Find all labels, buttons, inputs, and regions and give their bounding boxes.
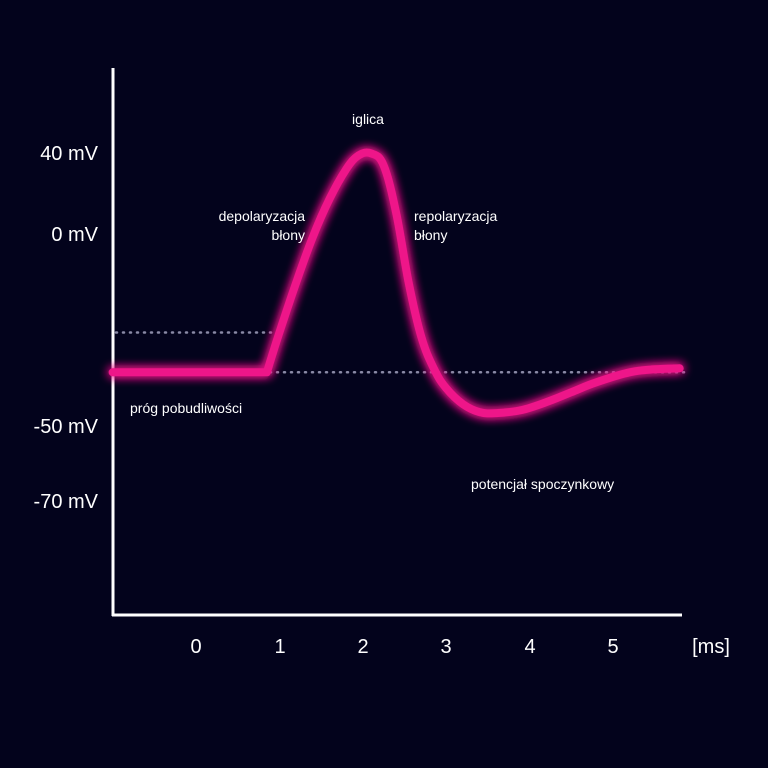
y-tick-label: -70 mV — [34, 491, 99, 513]
spike-annotation: iglica — [352, 111, 384, 127]
x-tick-label: 2 — [357, 636, 368, 658]
x-tick-label: 3 — [440, 636, 451, 658]
depolarization-annotation-line2: błony — [272, 227, 305, 243]
repolarization-annotation-line1: repolaryzacja — [414, 208, 497, 224]
resting-potential-annotation: potencjał spoczynkowy — [471, 476, 614, 492]
y-tick-label: 40 mV — [40, 143, 98, 165]
x-tick-label: 5 — [607, 636, 618, 658]
threshold-annotation: próg pobudliwości — [130, 400, 242, 416]
y-tick-label: 0 mV — [51, 224, 98, 246]
y-tick-label: -50 mV — [34, 416, 99, 438]
x-axis-unit-label: [ms] — [692, 636, 730, 658]
x-tick-label: 0 — [190, 636, 201, 658]
x-tick-label: 4 — [524, 636, 535, 658]
x-tick-label: 1 — [274, 636, 285, 658]
repolarization-annotation-line2: błony — [414, 227, 447, 243]
depolarization-annotation-line1: depolaryzacja — [219, 208, 306, 224]
action-potential-line — [108, 148, 684, 418]
